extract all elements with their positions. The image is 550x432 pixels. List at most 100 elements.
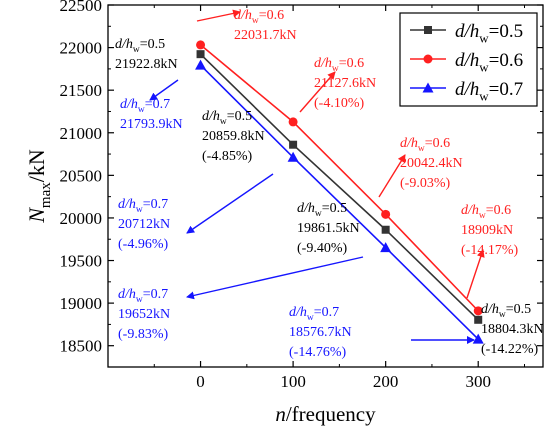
annotation-line: (-14.76%) <box>289 345 346 360</box>
data-point <box>474 315 483 324</box>
series-2 <box>196 40 483 316</box>
x-tick-label: 100 <box>280 372 306 391</box>
series-line <box>199 53 479 321</box>
legend-marker <box>422 82 434 93</box>
annotation-1-2: d/hw=0.5 20859.8kN (-4.85%) <box>202 109 265 164</box>
annotation-line: 20042.4kN <box>400 156 463 171</box>
y-tick-label: 20000 <box>60 209 103 228</box>
annotation-3-1: d/hw=0.7 21793.9kN <box>120 79 183 132</box>
annotation-2-2: d/hw=0.6 21127.6kN (-4.10%) <box>299 56 376 113</box>
annotation-line: 21793.9kN <box>120 117 183 132</box>
y-tick-label: 22500 <box>60 0 103 15</box>
x-tick-label: 200 <box>373 372 399 391</box>
data-point <box>473 306 483 316</box>
x-tick-label: 0 <box>196 372 205 391</box>
data-point <box>288 117 298 127</box>
annotation-line: d/hw=0.6 <box>461 203 511 221</box>
data-point <box>381 209 391 219</box>
annotation-line: d/hw=0.5 <box>297 201 347 219</box>
legend-label: d/hw=0.7 <box>455 79 523 103</box>
data-point <box>381 225 390 234</box>
annotation-arrow <box>378 154 406 198</box>
annotation-line: d/hw=0.5 <box>481 302 531 320</box>
annotation-line: (-9.40%) <box>297 241 347 256</box>
annotation-1-3: d/hw=0.5 19861.5kN (-9.40%) <box>297 201 360 256</box>
y-tick-label: 21500 <box>60 81 103 100</box>
annotation-line: d/hw=0.5 <box>202 109 252 127</box>
series-1 <box>196 50 483 324</box>
y-tick-label: 21000 <box>60 124 103 143</box>
annotation-line: 19652kN <box>118 307 170 322</box>
legend-item-3: d/hw=0.7 <box>410 79 523 103</box>
annotation-line: 21922.8kN <box>115 57 178 72</box>
annotation-line: d/hw=0.5 <box>115 37 165 55</box>
data-point <box>196 40 206 50</box>
data-point <box>289 140 298 149</box>
annotation-1-4: d/hw=0.5 18804.3kN (-14.22%) <box>481 302 544 357</box>
legend-item-1: d/hw=0.5 <box>410 21 523 45</box>
annotation-3-2: d/hw=0.7 20712kN (-4.96%) <box>118 173 274 252</box>
annotation-1-1: d/hw=0.5 21922.8kN <box>115 37 178 72</box>
annotation-line: (-14.22%) <box>481 342 538 357</box>
annotation-3-3: d/hw=0.7 19652kN (-9.83%) <box>118 256 364 342</box>
annotation-line: (-14.17%) <box>461 243 518 258</box>
series-line <box>199 64 479 340</box>
annotation-arrow <box>196 9 241 22</box>
y-tick-label: 22000 <box>60 39 103 58</box>
annotation-2-4: d/hw=0.6 18909kN (-14.17%) <box>461 203 518 299</box>
data-point <box>195 59 207 70</box>
legend-marker <box>423 54 433 64</box>
annotation-line: d/hw=0.7 <box>289 305 339 323</box>
axes: 18500 19000 19500 20000 20500 21000 21500 22000… <box>24 0 544 426</box>
annotation-line: 18804.3kN <box>481 322 544 337</box>
annotation-arrow <box>299 71 336 113</box>
y-axis-title: Nmax/kN <box>24 149 54 224</box>
x-tick-label: 300 <box>465 372 491 391</box>
series-line <box>200 44 479 312</box>
annotation-line: (-4.96%) <box>118 237 168 252</box>
annotation-line: (-9.83%) <box>118 327 168 342</box>
annotation-line: 21127.6kN <box>314 76 376 91</box>
annotation-line: (-9.03%) <box>400 176 450 191</box>
series-3 <box>195 59 484 344</box>
annotation-arrow <box>466 249 485 299</box>
annotation-line: 18576.7kN <box>289 325 352 340</box>
annotation-line: d/hw=0.6 <box>314 56 364 74</box>
annotation-line: 20712kN <box>118 217 170 232</box>
y-tick-label: 19000 <box>60 294 103 313</box>
annotation-arrow <box>186 173 274 234</box>
annotation-line: (-4.10%) <box>314 96 364 111</box>
annotation-2-3: d/hw=0.6 20042.4kN (-9.03%) <box>378 136 463 198</box>
series-layer <box>195 40 484 344</box>
legend-label: d/hw=0.6 <box>455 50 523 74</box>
annotation-line: d/hw=0.6 <box>234 8 284 26</box>
y-tick-label: 18500 <box>60 337 103 356</box>
annotation-line: d/hw=0.7 <box>118 197 168 215</box>
data-point <box>287 151 299 162</box>
legend-item-2: d/hw=0.6 <box>410 50 523 74</box>
data-point <box>380 242 392 253</box>
legend: d/hw=0.5 d/hw=0.6 d/hw=0.7 <box>399 12 538 107</box>
annotation-line: 20859.8kN <box>202 129 265 144</box>
legend-label: d/hw=0.5 <box>455 21 523 45</box>
x-axis-title: n/frequency <box>275 402 376 426</box>
annotation-layer: d/hw=0.5 21922.8kN d/hw=0.5 20859.8kN (-4.85… <box>115 8 544 360</box>
annotation-arrow <box>149 79 179 101</box>
plot-frame <box>107 4 544 368</box>
data-point <box>196 50 205 59</box>
annotation-3-4: d/hw=0.7 18576.7kN (-14.76%) <box>289 305 475 360</box>
y-tick-label: 19500 <box>60 252 103 271</box>
annotation-line: 18909kN <box>461 223 513 238</box>
annotation-line: 22031.7kN <box>234 28 297 43</box>
annotation-line: d/hw=0.6 <box>400 136 450 154</box>
annotation-line: 19861.5kN <box>297 221 360 236</box>
annotation-line: (-4.85%) <box>202 149 252 164</box>
data-point <box>472 333 484 344</box>
annotation-2-1: d/hw=0.6 22031.7kN <box>196 8 297 43</box>
legend-marker <box>424 26 432 34</box>
annotation-line: d/hw=0.7 <box>118 287 168 305</box>
y-tick-label: 20500 <box>60 166 103 185</box>
annotation-arrow <box>186 256 364 300</box>
annotation-line: d/hw=0.7 <box>120 97 170 115</box>
